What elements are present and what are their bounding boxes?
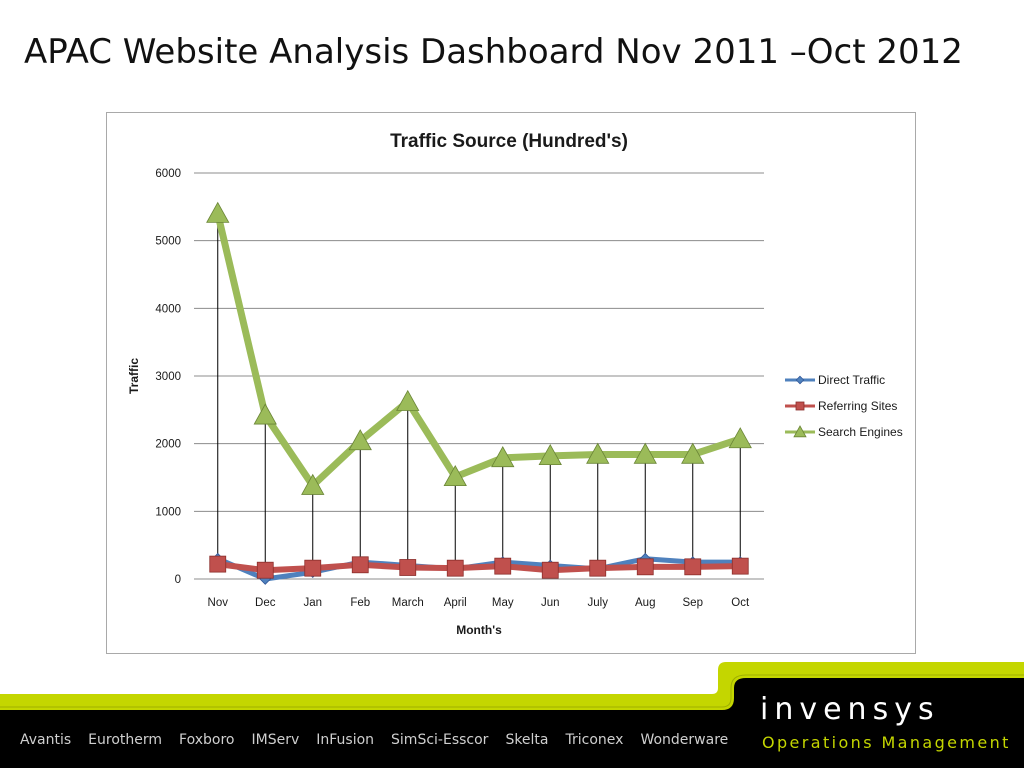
data-point-search-engines <box>681 442 705 464</box>
x-tick-label: Aug <box>635 597 655 609</box>
data-point-search-engines <box>538 444 562 466</box>
legend-marker-direct-traffic <box>795 375 805 385</box>
y-tick-label: 6000 <box>155 168 181 180</box>
x-tick-label: Dec <box>255 597 276 609</box>
slide-title: APAC Website Analysis Dashboard Nov 2011… <box>24 32 963 72</box>
legend-marker-referring-sites <box>795 401 805 411</box>
footer-accent-shape <box>0 662 1024 768</box>
x-tick-label: May <box>492 597 514 609</box>
y-axis-label: Traffic <box>127 358 141 394</box>
logo-tagline: Operations Management <box>762 733 1011 752</box>
data-point-search-engines <box>348 429 372 451</box>
x-tick-label: Feb <box>350 597 370 609</box>
chart-title: Traffic Source (Hundred's) <box>390 131 628 152</box>
x-tick-label: Nov <box>208 597 229 609</box>
data-point-referring-sites <box>636 558 654 576</box>
x-tick-label: Sep <box>683 597 703 609</box>
y-tick-label: 5000 <box>155 236 181 248</box>
brand-item: Avantis <box>20 732 72 748</box>
data-point-search-engines <box>396 389 420 411</box>
data-point-referring-sites <box>304 559 322 577</box>
data-point-search-engines <box>301 473 325 495</box>
data-point-referring-sites <box>731 557 749 575</box>
data-point-referring-sites <box>256 561 274 579</box>
footer-band <box>0 660 1024 768</box>
brand-item: Wonderware <box>640 732 729 748</box>
data-point-search-engines <box>443 464 467 487</box>
data-point-referring-sites <box>541 561 559 579</box>
footer-edge-line <box>0 674 1024 708</box>
x-tick-label: Jun <box>541 597 560 609</box>
brand-item: SimSci-Esscor <box>391 732 489 748</box>
x-tick-label: July <box>588 597 609 609</box>
x-tick-label: April <box>444 597 467 609</box>
x-tick-label: Oct <box>731 597 750 609</box>
series-line-referring-sites <box>214 561 744 574</box>
invensys-logo: invensys <box>760 692 940 727</box>
brand-list: Avantis Eurotherm Foxboro IMServ InFusio… <box>20 732 745 748</box>
y-tick-label: 2000 <box>155 439 181 451</box>
y-tick-label: 0 <box>175 574 181 586</box>
data-point-referring-sites <box>351 556 369 574</box>
legend-marker-search-engines <box>793 425 807 438</box>
data-point-search-engines <box>633 442 657 464</box>
traffic-source-chart: Traffic Source (Hundred's) 0 1000 2000 3000 4… <box>127 131 903 637</box>
x-tick-label: March <box>392 597 424 609</box>
legend-label: Search Engines <box>818 425 903 439</box>
data-point-referring-sites <box>589 559 607 577</box>
data-point-search-engines <box>491 446 515 468</box>
data-point-referring-sites <box>494 557 512 575</box>
data-point-referring-sites <box>684 558 702 576</box>
brand-item: Triconex <box>565 732 624 748</box>
y-tick-label: 1000 <box>155 506 181 518</box>
y-tick-label: 3000 <box>155 371 181 383</box>
data-point-search-engines <box>586 442 610 464</box>
series-line-search-engines <box>214 210 744 490</box>
data-point-search-engines <box>206 201 230 223</box>
footer-black-band <box>0 678 1024 768</box>
data-point-referring-sites <box>209 555 227 573</box>
brand-item: Eurotherm <box>88 732 163 748</box>
legend-label: Direct Traffic <box>818 373 885 387</box>
data-point-search-engines <box>728 427 752 449</box>
data-point-search-engines <box>253 403 277 425</box>
brand-item: IMServ <box>251 732 300 748</box>
brand-item: InFusion <box>316 732 375 748</box>
chart-frame: Traffic Source (Hundred's) 0 1000 2000 3000 4… <box>106 112 916 654</box>
data-point-referring-sites <box>399 559 417 576</box>
legend-label: Referring Sites <box>818 399 897 413</box>
brand-item: Skelta <box>505 732 549 748</box>
data-point-referring-sites <box>446 559 464 577</box>
x-axis-label: Month's <box>456 623 502 637</box>
y-tick-label: 4000 <box>155 303 181 315</box>
brand-item: Foxboro <box>179 732 235 748</box>
x-tick-label: Jan <box>303 597 322 609</box>
